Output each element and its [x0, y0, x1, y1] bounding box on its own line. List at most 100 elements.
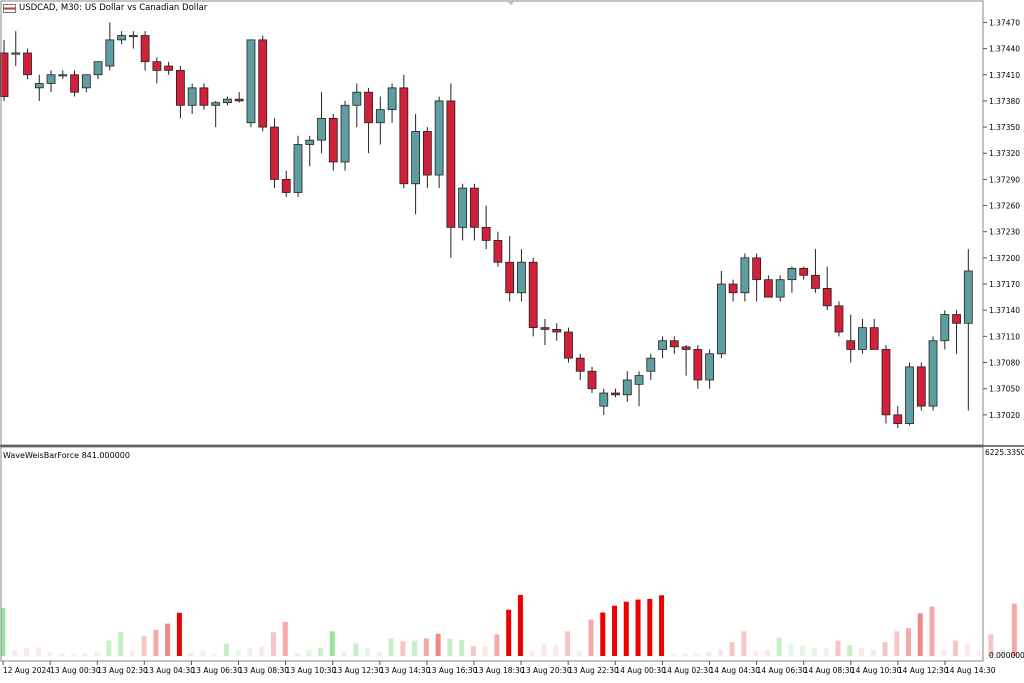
- candle-body: [447, 101, 455, 227]
- indicator-bar: [671, 654, 676, 656]
- indicator-bar: [506, 610, 511, 656]
- candle-body: [94, 62, 102, 75]
- x-tick-label: 13 Aug 04:30: [144, 666, 195, 675]
- y-tick-label: 1.37380: [989, 97, 1020, 106]
- indicator-bar: [812, 648, 817, 656]
- x-tick-label: 13 Aug 20:30: [521, 666, 572, 675]
- candle-body: [200, 88, 208, 105]
- indicator-bar: [565, 631, 570, 656]
- y-tick-label: 1.37350: [989, 123, 1020, 132]
- candle-body: [153, 62, 161, 71]
- indicator-bar: [424, 638, 429, 656]
- candle-body: [282, 179, 290, 192]
- candle-body: [12, 53, 20, 54]
- candle-body: [247, 40, 255, 123]
- candle-body: [706, 354, 714, 380]
- indicator-bar: [130, 651, 135, 656]
- indicator-bar: [436, 634, 441, 656]
- candle-body: [823, 288, 831, 305]
- candle: [259, 36, 267, 132]
- candle-body: [953, 315, 961, 324]
- indicator-bar: [236, 650, 241, 656]
- indicator-bar: [389, 638, 394, 656]
- indicator-bar: [953, 641, 958, 656]
- indicator-bar: [189, 653, 194, 656]
- candle: [906, 363, 914, 426]
- candle-body: [459, 188, 467, 227]
- y-tick-label: 1.37470: [989, 18, 1020, 27]
- indicator-bar: [541, 644, 546, 656]
- indicator-bar: [177, 613, 182, 656]
- candle-body: [882, 349, 890, 414]
- candle-body: [541, 328, 549, 330]
- candle-body: [482, 227, 490, 240]
- indicator-bar: [894, 631, 899, 656]
- x-tick-label: 14 Aug 06:30: [757, 666, 808, 675]
- candle-body: [82, 75, 90, 88]
- x-tick-label: 14 Aug 14:30: [945, 666, 996, 675]
- indicator-bar: [824, 648, 829, 656]
- y-tick-label: 1.37200: [989, 254, 1020, 263]
- indicator-bar: [447, 639, 452, 656]
- indicator-bar: [365, 648, 370, 656]
- indicator-bar: [259, 647, 264, 656]
- indicator-bar: [930, 607, 935, 656]
- candle-body: [365, 92, 373, 123]
- candle-body: [906, 367, 914, 424]
- x-tick-label: 13 Aug 16:30: [427, 666, 478, 675]
- indicator-bar: [518, 595, 523, 656]
- x-tick-label: 13 Aug 12:30: [333, 666, 384, 675]
- x-tick-label: 14 Aug 00:30: [615, 666, 666, 675]
- candle: [835, 301, 843, 336]
- candle-body: [318, 118, 326, 140]
- candle: [717, 271, 725, 358]
- candle-body: [612, 393, 620, 395]
- y-tick-label: 1.37050: [989, 385, 1020, 394]
- x-tick-label: 14 Aug 08:30: [804, 666, 855, 675]
- candle: [529, 258, 537, 336]
- indicator-bar: [295, 653, 300, 656]
- indicator-bar: [200, 651, 205, 656]
- indicator-bar: [247, 648, 252, 656]
- candle-body: [764, 280, 772, 297]
- indicator-bar: [12, 650, 17, 656]
- indicator-bar: [306, 650, 311, 656]
- candle-body: [506, 262, 514, 293]
- indicator-bar: [106, 641, 111, 656]
- candle-body: [259, 40, 267, 127]
- indicator-bar: [612, 606, 617, 656]
- x-tick-label: 12 Aug 2024: [3, 666, 51, 675]
- indicator-bar: [36, 647, 41, 656]
- candle-body: [423, 131, 431, 175]
- candle-body: [106, 40, 114, 66]
- indicator-bar: [600, 613, 605, 656]
- candle-body: [329, 118, 337, 162]
- indicator-bar: [83, 653, 88, 656]
- candle-body: [294, 145, 302, 193]
- candle-body: [858, 328, 866, 350]
- indicator-bar: [965, 644, 970, 656]
- candle-body: [564, 332, 572, 358]
- candle-body: [529, 262, 537, 327]
- candle-body: [635, 376, 643, 385]
- candle: [294, 136, 302, 197]
- indicator-bar: [48, 652, 53, 656]
- candle-body: [412, 131, 420, 183]
- y-tick-label: 1.37290: [989, 175, 1020, 184]
- candle-body: [647, 358, 655, 371]
- candle-body: [470, 188, 478, 227]
- symbol-description: US Dollar vs Canadian Dollar: [85, 3, 207, 13]
- indicator-bar: [883, 642, 888, 656]
- indicator-label: WaveWeisBarForce 841.000000: [3, 451, 130, 460]
- candle-body: [600, 393, 608, 406]
- indicator-bar: [800, 645, 805, 656]
- x-tick-label: 14 Aug 04:30: [710, 666, 761, 675]
- indicator-bar: [777, 637, 782, 656]
- x-tick-label: 14 Aug 10:30: [851, 666, 902, 675]
- x-tick-label: 13 Aug 00:30: [50, 666, 101, 675]
- x-tick-label: 13 Aug 08:30: [239, 666, 290, 675]
- indicator-bar: [271, 632, 276, 656]
